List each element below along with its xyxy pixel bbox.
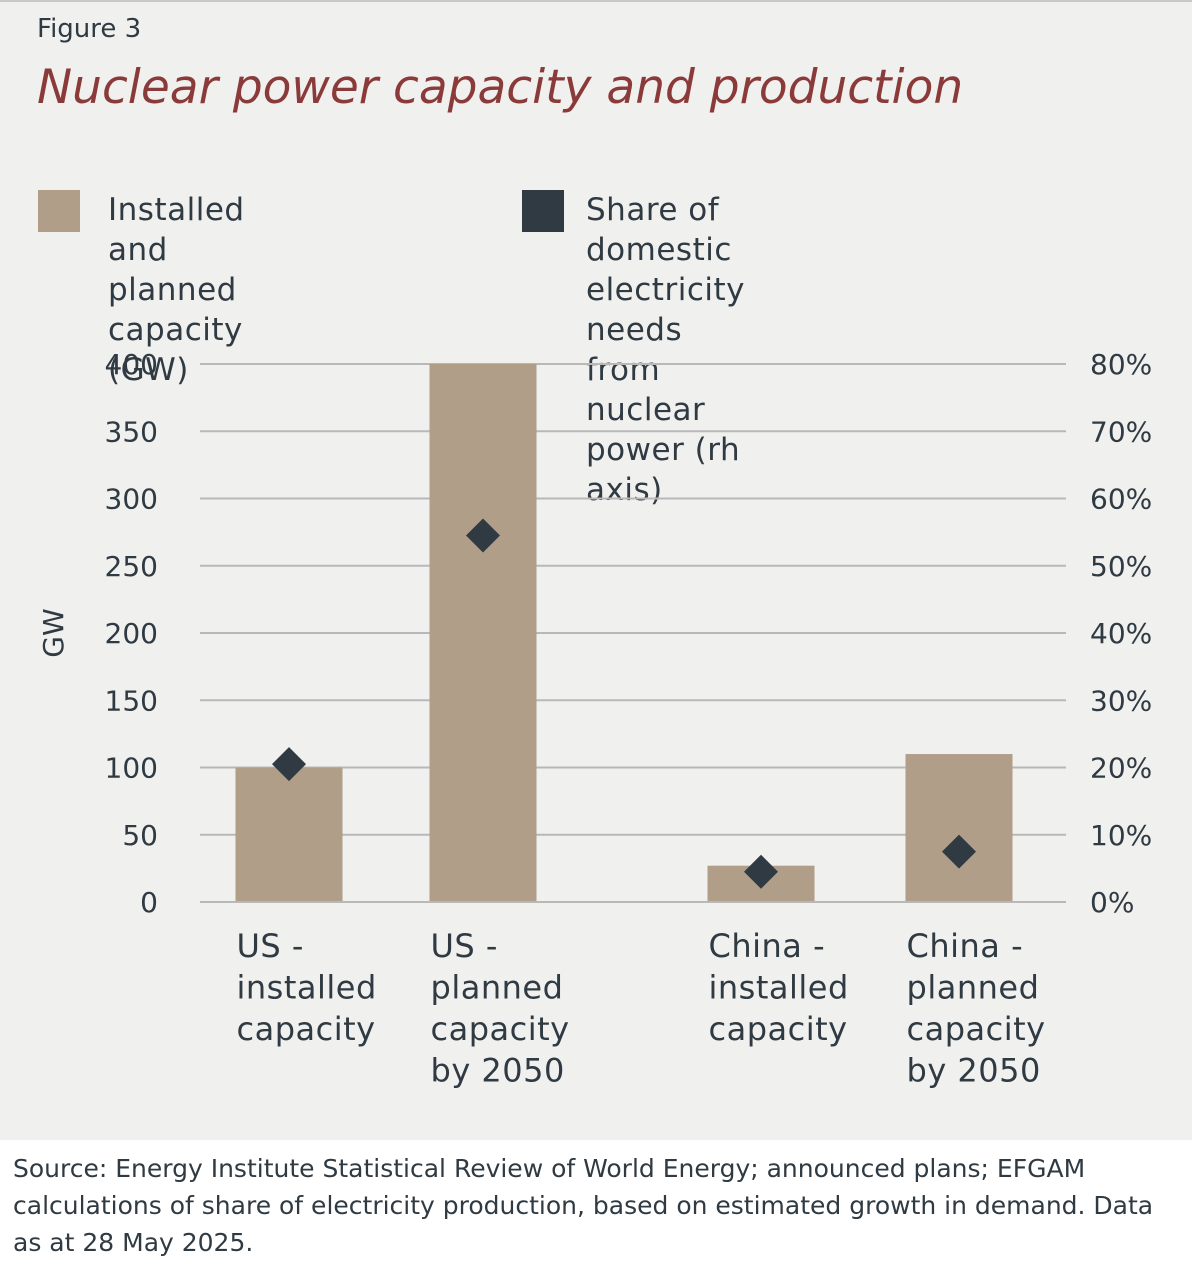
x-category-label: US -planned capacity by 2050 xyxy=(431,927,570,1090)
y2-tick-label: 30% xyxy=(1090,684,1152,717)
y-tick-label: 250 xyxy=(105,550,158,583)
chart-title: Nuclear power capacity and production xyxy=(37,60,964,115)
y2-tick-label: 50% xyxy=(1090,550,1152,583)
y2-tick-label: 60% xyxy=(1090,483,1152,516)
bar xyxy=(235,767,343,902)
y-tick-label: 400 xyxy=(105,348,158,381)
y2-tick-label: 10% xyxy=(1090,819,1152,852)
y-tick-label: 50 xyxy=(122,819,158,852)
y-tick-label: 200 xyxy=(105,617,158,650)
x-category-label: China -installed capacity xyxy=(709,927,849,1048)
y-axis-label: GW xyxy=(37,608,70,657)
share-marker xyxy=(942,834,976,869)
y-tick-label: 100 xyxy=(105,752,158,785)
y-tick-label: 300 xyxy=(105,483,158,516)
bar xyxy=(429,364,537,902)
share-marker xyxy=(744,854,778,889)
share-marker xyxy=(466,518,500,553)
x-category-label: US -installed capacity xyxy=(237,927,377,1048)
figure-panel: Figure 3 Nuclear power capacity and prod… xyxy=(0,0,1192,1140)
legend-label-capacity: Installed and planned capacity (GW) xyxy=(108,192,245,388)
source-note: Source: Energy Institute Statistical Rev… xyxy=(13,1154,1154,1257)
y-tick-label: 150 xyxy=(105,684,158,717)
legend-swatch-share xyxy=(522,190,564,232)
share-marker xyxy=(272,747,306,782)
y2-tick-label: 0% xyxy=(1090,886,1134,919)
legend-swatch-capacity xyxy=(38,190,80,232)
legend-label-share: Share of domestic electricity needs from… xyxy=(586,192,745,508)
x-category-label: China -planned capacity by 2050 xyxy=(907,927,1046,1090)
figure-label: Figure 3 xyxy=(37,14,142,44)
y2-tick-label: 80% xyxy=(1090,348,1152,381)
y2-tick-label: 70% xyxy=(1090,415,1152,448)
chart-plot-area: 0 50 100 150 200 250 300 350 400 0% 10% 20% 30% 40% 50… xyxy=(37,348,1152,1090)
y-tick-label: 350 xyxy=(105,415,158,448)
bar xyxy=(905,754,1013,902)
y2-tick-label: 40% xyxy=(1090,617,1152,650)
y-tick-label: 0 xyxy=(140,886,158,919)
y2-tick-label: 20% xyxy=(1090,752,1152,785)
